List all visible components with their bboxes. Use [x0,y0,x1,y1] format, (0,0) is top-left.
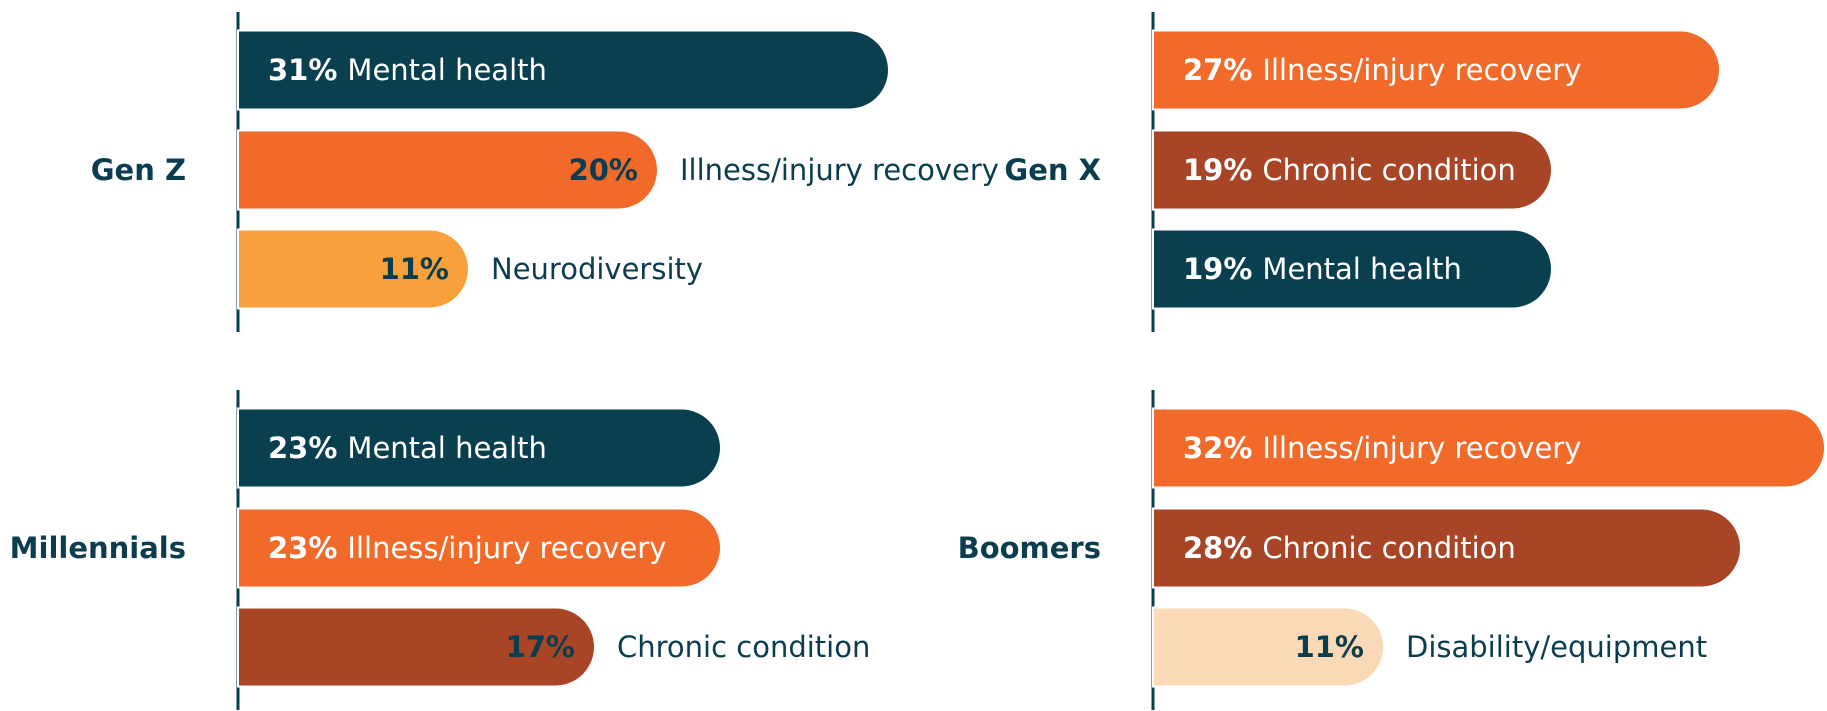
category-label: Chronic condition [1262,531,1515,565]
category-label: Illness/injury recovery [1262,431,1581,465]
value-label: 19% [1183,153,1252,187]
group-label: Gen X [1004,153,1101,187]
category-label: Illness/injury recovery [680,153,999,187]
value-label: 31% [268,53,337,87]
group-label: Millennials [10,531,186,565]
group-label: Gen Z [91,153,186,187]
bar [1152,228,1553,310]
category-label: Mental health [347,53,546,87]
value-label: 23% [268,431,337,465]
category-label: Illness/injury recovery [1262,53,1581,87]
value-label: 28% [1183,531,1252,565]
bar [1152,407,1826,489]
bar [237,606,596,688]
bar [1152,29,1721,111]
value-label: 11% [380,252,449,286]
bar [237,228,470,310]
bar [237,507,722,589]
value-label: 27% [1183,53,1252,87]
group-label: Boomers [958,531,1101,565]
category-label: Mental health [347,431,546,465]
value-label: 23% [268,531,337,565]
bar [1152,129,1553,211]
category-label: Illness/injury recovery [347,531,666,565]
category-label: Mental health [1262,252,1461,286]
value-label: 11% [1295,630,1364,664]
category-label: Neurodiversity [491,252,703,286]
value-label: 19% [1183,252,1252,286]
bar [1152,606,1385,688]
value-label: 17% [506,630,575,664]
bar [237,29,890,111]
category-label: Chronic condition [1262,153,1515,187]
value-label: 32% [1183,431,1252,465]
bar [1152,507,1742,589]
category-label: Disability/equipment [1406,630,1707,664]
bar [237,407,722,489]
category-label: Chronic condition [617,630,870,664]
bar [237,129,659,211]
value-label: 20% [569,153,638,187]
